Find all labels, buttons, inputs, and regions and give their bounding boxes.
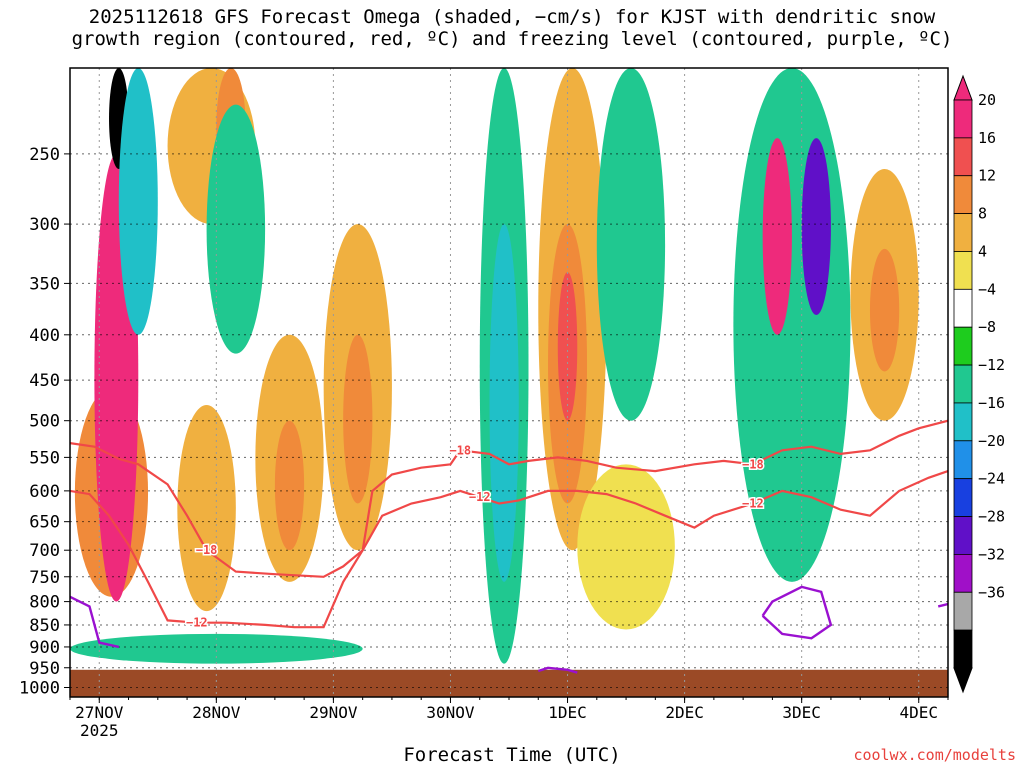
x-tick-label-30NOV: 30NOV <box>426 703 475 722</box>
omega-region-24 <box>869 248 900 372</box>
x-tick-label-3DEC: 3DEC <box>782 703 821 722</box>
colorbar-swatch-9 <box>953 440 973 480</box>
x-tick-label-29NOV: 29NOV <box>309 703 358 722</box>
colorbar-swatch-1 <box>953 137 973 177</box>
colorbar-swatch-5 <box>953 288 973 328</box>
omega-region-18 <box>596 68 666 421</box>
y-tick-label-450: 450 <box>29 371 60 391</box>
colorbar-swatch-3 <box>953 213 973 252</box>
y-tick-label-750: 750 <box>29 568 60 588</box>
dgz-contour-1 <box>70 470 948 629</box>
colorbar-bottom-arrow <box>953 667 973 694</box>
chart-title: 2025112618 GFS Forecast Omega (shaded, −… <box>0 6 1024 50</box>
x-tick-label-27NOV: 27NOV <box>75 703 124 722</box>
y-tick-label-300: 300 <box>29 215 60 235</box>
y-tick-label-800: 800 <box>29 593 60 613</box>
colorbar: 20 16 12 8 4 −4 −8 −12 −16 −20 −24 −28 −32 −36 <box>953 74 1005 694</box>
grid-lines <box>70 68 948 697</box>
omega-region-11 <box>343 334 373 504</box>
y-tick-label-550: 550 <box>29 448 60 468</box>
colorbar-top-arrow <box>953 74 973 101</box>
colorbar-swatch-2 <box>953 175 973 215</box>
colorbar-swatch-13 <box>953 591 973 631</box>
dgz-contour-label-0-2: −18 <box>742 457 764 471</box>
axes: 2503003504004505005506006507007508008509… <box>19 67 949 740</box>
colorbar-label-3: 8 <box>978 205 987 223</box>
x-tick-label-1DEC: 1DEC <box>548 703 587 722</box>
colorbar-label-13: −36 <box>978 583 1005 601</box>
colorbar-label-1: 16 <box>978 129 996 147</box>
y-tick-label-500: 500 <box>29 412 60 432</box>
colorbar-swatch-4 <box>953 251 973 290</box>
colorbar-label-8: −16 <box>978 394 1005 412</box>
colorbar-label-12: −32 <box>978 545 1005 563</box>
chart-title-line-1: 2025112618 GFS Forecast Omega (shaded, −… <box>88 6 936 28</box>
colorbar-swatch-7 <box>953 364 973 404</box>
terrain-fill <box>70 669 948 697</box>
omega-region-9 <box>274 420 305 551</box>
omega-region-3 <box>118 68 158 335</box>
y-tick-label-700: 700 <box>29 541 60 561</box>
x-tick-label-2DEC: 2DEC <box>665 703 704 722</box>
y-tick-label-350: 350 <box>29 274 60 294</box>
colorbar-label-7: −12 <box>978 356 1005 374</box>
colorbar-label-4: 4 <box>978 243 987 261</box>
colorbar-label-6: −8 <box>978 318 996 336</box>
omega-region-21 <box>762 138 792 335</box>
freezing-contour-2 <box>761 585 833 640</box>
colorbar-label-10: −24 <box>978 470 1005 488</box>
dgz-contour-0 <box>70 419 948 578</box>
x-axis-title: Forecast Time (UTC) <box>403 744 621 766</box>
colorbar-label-5: −4 <box>978 280 996 298</box>
colorbar-swatch-12 <box>953 554 973 593</box>
freezing-contour-0 <box>70 595 120 649</box>
colorbar-swatch-6 <box>953 326 973 366</box>
dgz-contour-label-0-0: −18 <box>196 543 218 557</box>
y-tick-label-850: 850 <box>29 616 60 636</box>
freezing-contour-1 <box>537 666 578 674</box>
colorbar-label-0: 20 <box>978 91 996 109</box>
y-tick-label-250: 250 <box>29 145 60 165</box>
omega-shading <box>70 68 948 697</box>
omega-region-19 <box>577 464 675 630</box>
colorbar-swatch-10 <box>953 478 973 517</box>
x-tick-label-4DEC: 4DEC <box>899 703 938 722</box>
credit-text: coolwx.com/modelts <box>853 746 1016 764</box>
dgz-contour-label-0-1: −18 <box>449 443 471 457</box>
plot-area: −18 −18 −18 −12 −12 −12 <box>70 68 948 697</box>
omega-region-22 <box>801 138 831 316</box>
x-tick-label-28NOV: 28NOV <box>192 703 241 722</box>
freezing-contour-3 <box>937 602 948 608</box>
y-tick-label-400: 400 <box>29 326 60 346</box>
omega-region-12 <box>206 104 266 354</box>
colorbar-swatch-0 <box>953 99 973 139</box>
omega-region-7 <box>177 404 236 612</box>
y-tick-label-1000: 1000 <box>19 678 60 698</box>
omega-region-14 <box>489 224 519 582</box>
colorbar-swatch-8 <box>953 402 973 442</box>
colorbar-label-2: 12 <box>978 167 996 185</box>
colorbar-label-11: −28 <box>978 508 1005 526</box>
dgz-contour-label-1-1: −12 <box>469 490 491 504</box>
omega-region-4 <box>70 633 363 664</box>
y-tick-label-650: 650 <box>29 513 60 533</box>
y-tick-label-950: 950 <box>29 659 60 679</box>
colorbar-swatch-11 <box>953 516 973 555</box>
colorbar-swatch-14 <box>953 629 973 669</box>
dgz-contour-label-1-0: −12 <box>186 616 208 630</box>
chart-title-line-2: growth region (contoured, red, ºC) and f… <box>71 28 953 50</box>
x-tick-sublabel-27NOV: 2025 <box>80 721 119 740</box>
dgz-contour-label-1-2: −12 <box>742 496 764 510</box>
colorbar-label-9: −20 <box>978 432 1005 450</box>
y-tick-label-600: 600 <box>29 482 60 502</box>
y-tick-label-900: 900 <box>29 638 60 658</box>
omega-region-17 <box>557 272 578 421</box>
contours: −18 −18 −18 −12 −12 −12 <box>70 419 948 674</box>
